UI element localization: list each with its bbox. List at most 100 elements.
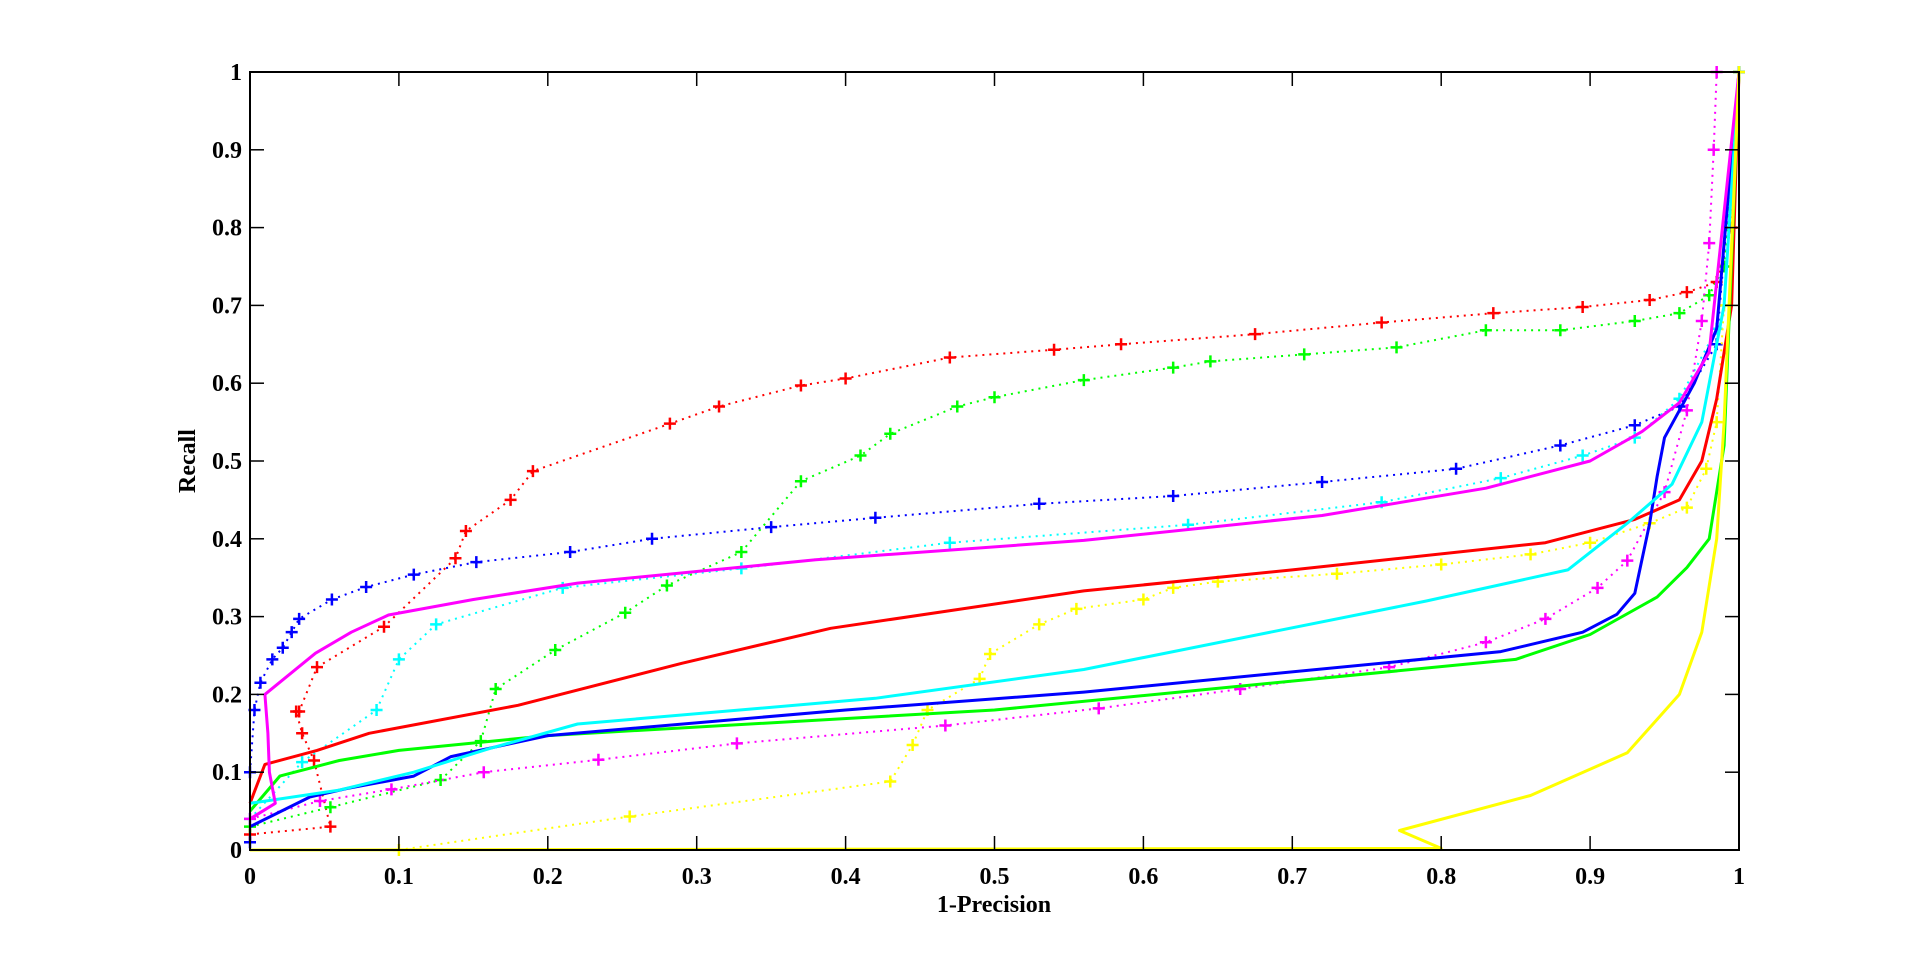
plus-marker [839, 372, 852, 385]
plus-marker [713, 400, 726, 413]
y-tick-label: 0.1 [212, 760, 242, 786]
plus-marker [407, 568, 420, 581]
plus-marker [1167, 490, 1180, 503]
x-tick-label: 0.8 [1426, 864, 1456, 890]
series-magenta-solid [249, 71, 1741, 821]
y-tick-label: 1 [230, 60, 242, 86]
plus-marker [430, 618, 443, 631]
plus-marker [884, 427, 897, 440]
plus-marker [1680, 404, 1693, 417]
plus-marker [325, 593, 338, 606]
plus-marker [663, 417, 676, 430]
plus-marker [623, 810, 636, 823]
plus-marker [1695, 314, 1708, 327]
x-tick-label: 0.6 [1128, 864, 1158, 890]
plus-marker [1330, 567, 1343, 580]
plus-marker [296, 727, 309, 740]
plus-marker [449, 552, 462, 565]
plus-marker [549, 644, 562, 657]
y-tick-label: 0.6 [212, 371, 242, 397]
series-cyan-solid [249, 71, 1741, 805]
series-layer [244, 66, 1745, 856]
plus-marker [293, 612, 306, 625]
plus-marker [556, 581, 569, 594]
plus-marker [1115, 338, 1128, 351]
plus-marker [943, 536, 956, 549]
plus-marker [1576, 449, 1589, 462]
plus-marker [1298, 348, 1311, 361]
plus-marker [1703, 237, 1716, 250]
plus-marker [1576, 300, 1589, 313]
plus-marker [360, 581, 373, 594]
series-red-dotted- [244, 66, 1745, 841]
plus-marker [1375, 316, 1388, 329]
series-magenta-dotted- [244, 66, 1723, 825]
plus-marker [1204, 355, 1217, 368]
plus-marker [564, 546, 577, 559]
y-tick-label: 0.9 [212, 138, 242, 164]
series-green-dotted- [244, 66, 1745, 833]
plus-marker [854, 449, 867, 462]
plus-marker [869, 511, 882, 524]
plus-marker [943, 351, 956, 364]
plus-marker [1643, 293, 1656, 306]
y-tick-label: 0.8 [212, 216, 242, 242]
plus-marker [660, 579, 673, 592]
plus-marker [324, 820, 337, 833]
x-axis-ticks: 0 0.1 0.2 0.3 0.4 0.5 0.6 0.7 0.8 0.9 1 [244, 72, 1745, 890]
plus-marker [1479, 324, 1492, 337]
plus-marker [296, 756, 309, 769]
plus-marker [1673, 307, 1686, 320]
plus-marker [285, 626, 298, 639]
plus-marker [370, 703, 383, 716]
plus-marker [254, 676, 267, 689]
plus-marker [1524, 548, 1537, 561]
plus-marker [1628, 419, 1641, 432]
plus-marker [1167, 361, 1180, 374]
plus-marker [489, 682, 502, 695]
plus-marker [504, 493, 517, 506]
plus-marker [592, 753, 605, 766]
plus-marker [1584, 536, 1597, 549]
y-axis-label: Recall [175, 429, 201, 493]
plus-marker [765, 521, 778, 534]
axes: 0 0.1 0.2 0.3 0.4 0.5 0.6 0.7 0.8 0.9 1 0 0.1 0.2 0.3… [212, 60, 1745, 890]
plus-marker [1700, 462, 1713, 475]
plus-marker [1707, 143, 1720, 156]
series-red-solid [248, 71, 1741, 804]
x-tick-label: 0 [244, 864, 256, 890]
plus-marker [266, 653, 279, 666]
plus-marker [1033, 497, 1046, 510]
plus-marker [1539, 612, 1552, 625]
x-tick-label: 1 [1733, 864, 1745, 890]
plus-marker [730, 737, 743, 750]
plus-marker [392, 653, 405, 666]
x-tick-label: 0.5 [980, 864, 1010, 890]
plus-marker [1621, 554, 1634, 567]
plus-marker [378, 620, 391, 633]
plus-marker [1435, 558, 1448, 571]
plus-marker [951, 400, 964, 413]
plus-marker [1137, 593, 1150, 606]
plus-marker [293, 705, 306, 718]
plus-marker [988, 391, 1001, 404]
plus-marker [735, 546, 748, 559]
plus-marker [794, 475, 807, 488]
plus-marker [276, 641, 289, 654]
x-axis-label: 1-Precision [937, 892, 1051, 918]
series-yellow-dotted- [392, 66, 1745, 856]
plus-marker [1450, 462, 1463, 475]
plus-marker [313, 794, 326, 807]
x-tick-label: 0.1 [384, 864, 414, 890]
plus-marker [984, 647, 997, 660]
plus-marker [1077, 374, 1090, 387]
plus-marker [1316, 476, 1329, 489]
y-tick-label: 0.3 [212, 605, 242, 631]
plus-marker [1554, 439, 1567, 452]
plus-marker [477, 766, 490, 779]
plus-marker [1033, 618, 1046, 631]
series-blue-dotted- [244, 66, 1745, 849]
series-yellow-solid [249, 71, 1741, 852]
plus-marker [1591, 581, 1604, 594]
